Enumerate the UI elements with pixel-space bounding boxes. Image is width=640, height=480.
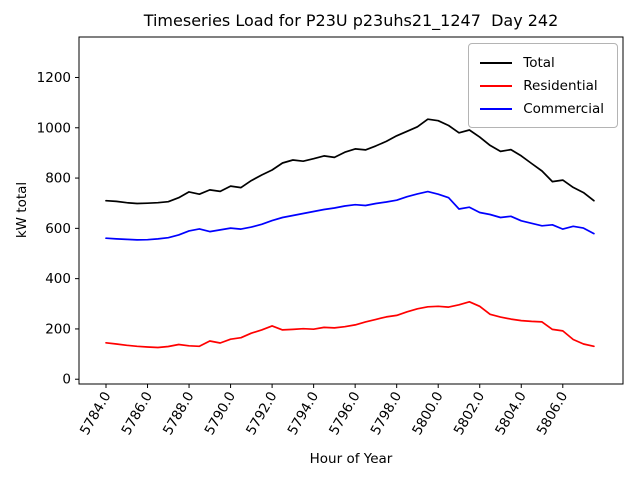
- y-tick-label: 600: [45, 221, 71, 237]
- x-tick-label: 5792.0: [243, 389, 280, 438]
- chart-title: Timeseries Load for P23U p23uhs21_1247 D…: [143, 11, 559, 31]
- commercial-line-sample-icon: [480, 107, 513, 110]
- series-line-total: [105, 118, 595, 205]
- y-tick-label: 200: [45, 321, 71, 337]
- y-tick-label: 800: [45, 171, 71, 187]
- y-tick-label: 1200: [37, 70, 71, 86]
- legend-item-commercial: Commercial: [480, 97, 604, 120]
- x-tick-label: 5796.0: [326, 389, 363, 438]
- x-tick-label: 5784.0: [77, 389, 114, 438]
- x-axis-label: Hour of Year: [310, 451, 393, 467]
- x-tick-label: 5806.0: [534, 389, 571, 438]
- legend-label-commercial: Commercial: [523, 100, 604, 117]
- x-tick-label: 5788.0: [160, 389, 197, 438]
- legend-label-total: Total: [523, 54, 555, 71]
- y-tick-label: 1000: [37, 120, 71, 136]
- legend-item-residential: Residential: [480, 74, 604, 97]
- x-tick-label: 5800.0: [409, 389, 446, 438]
- x-tick-label: 5804.0: [492, 389, 529, 438]
- x-tick-label: 5794.0: [285, 389, 322, 438]
- x-tick-label: 5790.0: [202, 389, 239, 438]
- legend-label-residential: Residential: [523, 77, 598, 94]
- x-tick-label: 5786.0: [119, 389, 156, 438]
- axes-frame: [78, 36, 624, 385]
- x-tick-label: 5802.0: [451, 389, 488, 438]
- series-line-commercial: [105, 190, 595, 241]
- legend: Total Residential Commercial: [468, 43, 618, 128]
- x-tick-label: 5798.0: [368, 389, 405, 438]
- total-line-sample-icon: [480, 61, 513, 64]
- y-axis-label: kW total: [14, 182, 30, 238]
- y-tick-label: 400: [45, 271, 71, 287]
- residential-line-sample-icon: [480, 84, 513, 87]
- series-line-residential: [105, 300, 595, 349]
- y-tick-label: 0: [62, 372, 71, 388]
- legend-item-total: Total: [480, 51, 604, 74]
